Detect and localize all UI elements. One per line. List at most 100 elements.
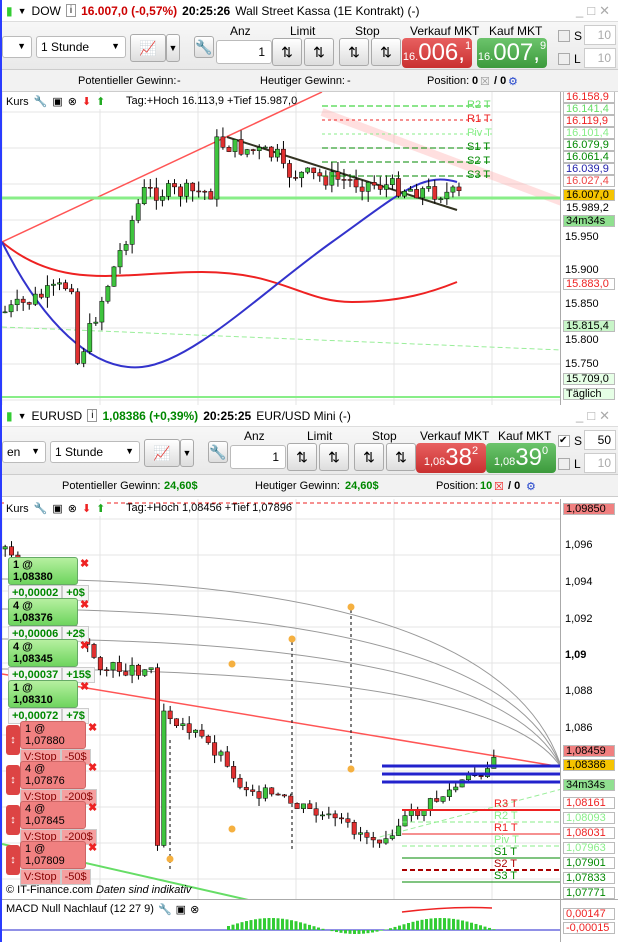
close-order-icon[interactable]: ✖	[80, 680, 89, 708]
stop-sell-button[interactable]: ⇅	[386, 443, 416, 471]
macd-bar	[290, 920, 293, 930]
s-checkbox[interactable]: ✔	[558, 435, 570, 447]
window-icon[interactable]: ▣	[52, 502, 62, 515]
l-checkbox[interactable]	[558, 458, 570, 470]
sell-button[interactable]: 16.006,1	[402, 38, 472, 68]
gear-icon[interactable]: ⚙	[526, 480, 536, 493]
wrench-icon[interactable]: 🔧	[34, 95, 48, 108]
s-input[interactable]: 10	[584, 25, 616, 45]
s-checkbox[interactable]	[558, 30, 570, 42]
limit-sell-button[interactable]: ⇅	[319, 443, 349, 471]
buy-button[interactable]: 16.007,9	[477, 38, 547, 68]
pivot-label: S1 T	[494, 847, 517, 858]
close-order-icon[interactable]: ✖	[88, 721, 97, 749]
close-order-icon[interactable]: ✖	[88, 801, 97, 829]
buy-button[interactable]: 1,08390	[486, 443, 556, 473]
stop-order[interactable]: ↕1 @ 1,07809✖V:Stop-50$	[6, 841, 97, 885]
s-input[interactable]: 50	[584, 430, 616, 450]
arrow-down-icon[interactable]: ⬇	[82, 502, 91, 515]
dropdown-icon[interactable]: ▼	[18, 6, 27, 16]
macd-line	[402, 908, 492, 913]
open-order[interactable]: 1 @ 1,08310✖+0,00072+7$	[8, 680, 89, 724]
drag-handle-icon[interactable]: ↕	[6, 845, 20, 875]
anz-label: Anz	[244, 429, 265, 443]
open-order[interactable]: 1 @ 1,08380✖+0,00002+0$	[8, 557, 89, 601]
close-order-icon[interactable]: ✖	[80, 557, 89, 585]
stop-sell-button[interactable]: ⇅	[371, 38, 401, 66]
candle-icon[interactable]: ▮	[6, 409, 13, 423]
l-input[interactable]: 10	[584, 48, 616, 68]
close-order-icon[interactable]: ✖	[88, 841, 97, 869]
interval-select[interactable]: 1 Stunde	[50, 441, 140, 463]
candle-icon[interactable]: ▮	[6, 4, 13, 18]
candle	[378, 185, 382, 189]
stop-order[interactable]: ↕4 @ 1,07845✖V:Stop-200$	[6, 801, 97, 845]
info-icon[interactable]: i	[66, 4, 76, 17]
stop-type: V:Stop	[20, 869, 61, 885]
arrow-down-icon[interactable]: ⬇	[82, 95, 91, 108]
dropdown-icon[interactable]: ▼	[18, 411, 27, 421]
open-order[interactable]: 4 @ 1,08345✖+0,00037+15$	[8, 639, 95, 683]
eurusd-chart[interactable]: Kurs🔧▣⊗⬇⬆ Tag:+Hoch 1,08456 +Tief 1,0789…	[2, 499, 618, 899]
limit-buy-button[interactable]: ⇅	[272, 38, 302, 66]
arrow-up-icon[interactable]: ⬆	[96, 502, 105, 515]
macd-bar	[430, 918, 433, 930]
chart-type-select[interactable]: en	[2, 441, 46, 463]
stop-order[interactable]: ↕4 @ 1,07876✖V:Stop-200$	[6, 761, 97, 805]
window-controls[interactable]: _□✕	[576, 3, 618, 19]
close-icon[interactable]: ⊗	[190, 903, 199, 916]
close-position-icon[interactable]: ☒	[494, 480, 504, 493]
close-position-icon[interactable]: ☒	[480, 75, 490, 88]
chart-type-select[interactable]	[2, 36, 32, 58]
wrench-icon[interactable]: 🔧	[194, 36, 214, 58]
dropdown-icon[interactable]: ▼	[180, 439, 194, 467]
wrench-icon[interactable]: 🔧	[158, 903, 172, 916]
window-controls[interactable]: _□✕	[576, 408, 618, 424]
indicator-icon[interactable]: 📈	[144, 439, 180, 467]
macd-bar	[403, 924, 406, 930]
drag-handle-icon[interactable]: ↕	[6, 805, 20, 835]
l-input[interactable]: 10	[584, 453, 616, 473]
macd-bar	[362, 930, 365, 934]
drag-handle-icon[interactable]: ↕	[6, 725, 20, 755]
wrench-icon[interactable]: 🔧	[34, 502, 48, 515]
limit-sell-button[interactable]: ⇅	[304, 38, 334, 66]
window-icon[interactable]: ▣	[52, 95, 62, 108]
candle	[439, 199, 443, 200]
candle	[172, 183, 176, 186]
l-checkbox[interactable]	[558, 53, 570, 65]
sell-button[interactable]: 1,08382	[416, 443, 486, 473]
close-order-icon[interactable]: ✖	[80, 639, 89, 667]
info-icon[interactable]: i	[87, 409, 97, 422]
open-order[interactable]: 4 @ 1,08376✖+0,00006+2$	[8, 598, 89, 642]
order-head: 4 @ 1,08376	[8, 598, 78, 626]
candle	[428, 798, 432, 809]
close-order-icon[interactable]: ✖	[88, 761, 97, 789]
macd-pane[interactable]: MACD Null Nachlauf (12 27 9)🔧▣⊗ 0,00147 …	[2, 899, 618, 942]
wrench-icon[interactable]: 🔧	[208, 441, 228, 463]
close-icon[interactable]: ⊗	[68, 502, 77, 515]
drag-handle-icon[interactable]: ↕	[6, 765, 20, 795]
window-icon[interactable]: ▣	[176, 903, 186, 916]
candle	[333, 814, 337, 818]
quantity-input[interactable]: 1	[230, 445, 286, 469]
stop-buy-button[interactable]: ⇅	[354, 443, 384, 471]
pivot-label: R1 T	[494, 823, 518, 834]
price-axis[interactable]: 15.950 15.900 15.850 15.800 15.750 16.00…	[560, 92, 618, 405]
dow-chart[interactable]: Kurs🔧▣⊗⬇⬆ Tag:+Hoch 16.113,9 +Tief 15.98…	[2, 92, 618, 405]
close-icon[interactable]: ⊗	[68, 95, 77, 108]
macd-bar	[245, 921, 248, 930]
quantity-input[interactable]: 1	[216, 40, 272, 64]
close-order-icon[interactable]: ✖	[80, 598, 89, 626]
gear-icon[interactable]: ⚙	[508, 75, 518, 88]
interval-select[interactable]: 1 Stunde	[36, 36, 126, 58]
pivot-label: R3 T	[494, 799, 518, 810]
stop-order[interactable]: ↕1 @ 1,07880✖V:Stop-50$	[6, 721, 97, 765]
dropdown-icon[interactable]: ▼	[166, 34, 180, 62]
arrow-up-icon[interactable]: ⬆	[96, 95, 105, 108]
stop-buy-button[interactable]: ⇅	[339, 38, 369, 66]
candle	[203, 191, 207, 192]
indicator-icon[interactable]: 📈	[130, 34, 166, 62]
price-axis[interactable]: 1,09850 1,096 1,094 1,092 1,09 1,088 1,0…	[560, 499, 618, 899]
limit-buy-button[interactable]: ⇅	[287, 443, 317, 471]
